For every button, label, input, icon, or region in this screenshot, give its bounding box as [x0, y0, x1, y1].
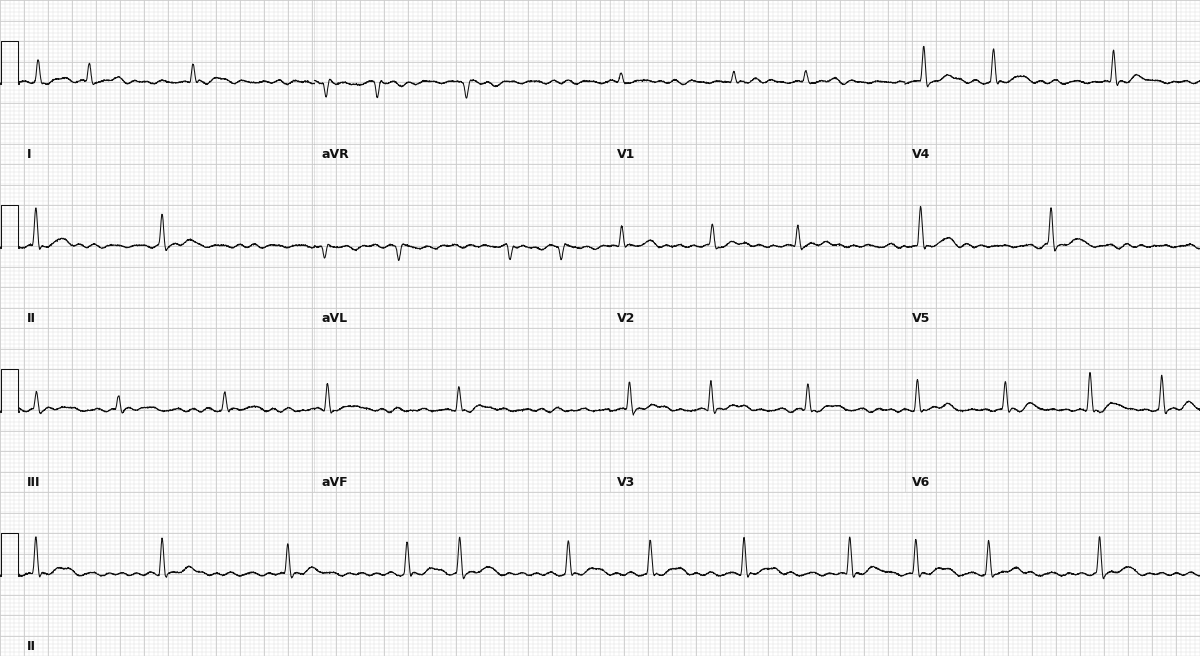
Text: V6: V6 [912, 476, 930, 489]
Text: aVR: aVR [322, 148, 349, 161]
Text: II: II [26, 312, 36, 325]
Text: V3: V3 [617, 476, 635, 489]
Text: V1: V1 [617, 148, 635, 161]
Text: I: I [26, 148, 31, 161]
Text: II: II [26, 640, 36, 653]
Text: III: III [26, 476, 40, 489]
Text: V4: V4 [912, 148, 930, 161]
Text: V2: V2 [617, 312, 635, 325]
Text: V5: V5 [912, 312, 930, 325]
Text: aVF: aVF [322, 476, 348, 489]
Text: aVL: aVL [322, 312, 348, 325]
